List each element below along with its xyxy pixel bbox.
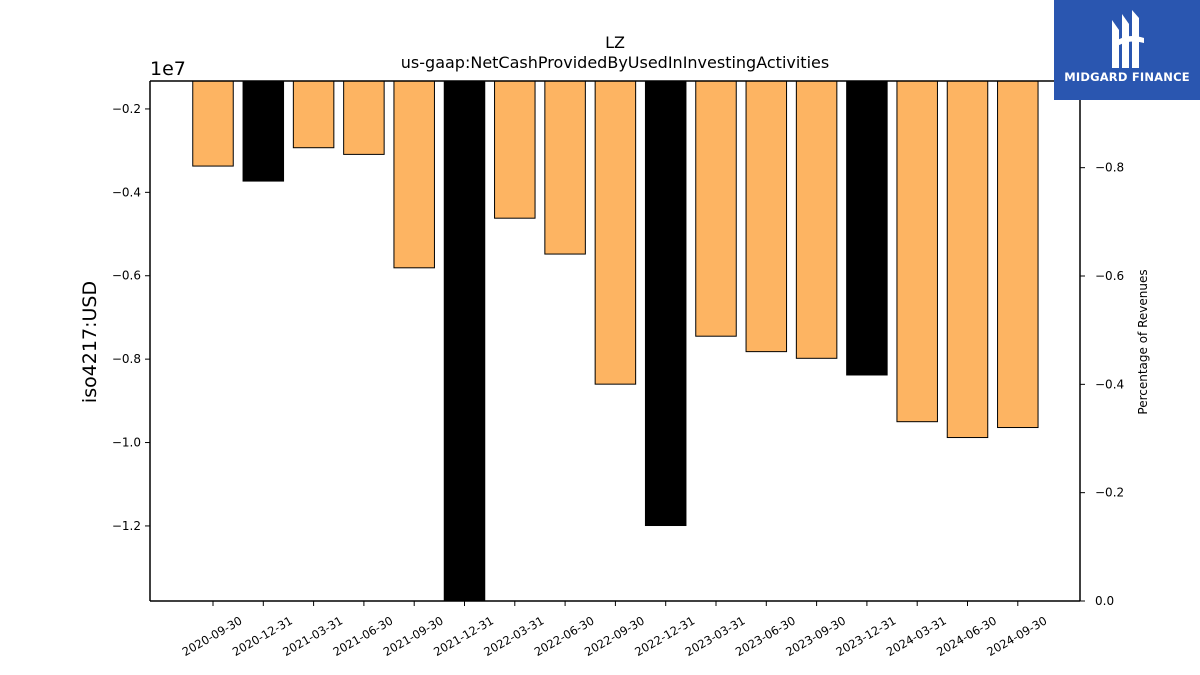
bar-2021-06-30 — [343, 80, 385, 155]
bar-2022-03-31 — [494, 80, 536, 219]
logo-text: MIDGARD FINANCE — [1064, 70, 1190, 84]
y-tick-label: −0.4 — [112, 185, 141, 199]
bar-2022-09-30 — [594, 80, 637, 385]
bar-2022-06-30 — [544, 80, 586, 255]
y-offset-label: 1e7 — [150, 58, 186, 80]
bar-2023-06-30 — [745, 80, 788, 353]
bar-2024-06-30 — [946, 80, 989, 439]
y2-tick-label: −0.6 — [1095, 269, 1124, 283]
y-tick-label: −1.2 — [112, 519, 141, 533]
bar-2020-12-31 — [242, 80, 285, 182]
y-tick-label: −0.2 — [112, 102, 141, 116]
y-tick-label: −1.0 — [112, 436, 141, 450]
y2-tick-label: −0.2 — [1095, 486, 1124, 500]
y2-axis-label: Percentage of Revenues — [1136, 269, 1150, 414]
midgard-logo-icon — [1112, 10, 1144, 68]
bar-2024-09-30 — [997, 80, 1039, 429]
y2-tick-label: −0.4 — [1095, 377, 1124, 391]
midgard-finance-logo: MIDGARD FINANCE — [1054, 0, 1200, 100]
y-axis-label: iso4217:USD — [79, 281, 101, 403]
bar-2024-03-31 — [896, 80, 938, 423]
bar-2020-09-30 — [192, 80, 234, 167]
bars-group — [192, 80, 1039, 602]
y2-tick-label: −0.8 — [1095, 161, 1124, 175]
bar-2022-12-31 — [644, 80, 687, 527]
bar-2021-03-31 — [292, 80, 335, 149]
bar-2021-12-31 — [443, 80, 486, 602]
bar-2023-09-30 — [795, 80, 838, 359]
chart-subtitle: us-gaap:NetCashProvidedByUsedInInvesting… — [401, 53, 829, 72]
bar-2023-12-31 — [846, 80, 888, 376]
chart-title: LZ — [605, 33, 625, 52]
y2-tick-label: 0.0 — [1095, 594, 1114, 608]
y-tick-label: −0.8 — [112, 352, 141, 366]
bar-2021-09-30 — [393, 80, 435, 269]
bar-2023-03-31 — [695, 80, 737, 337]
y-tick-label: −0.6 — [112, 269, 141, 283]
